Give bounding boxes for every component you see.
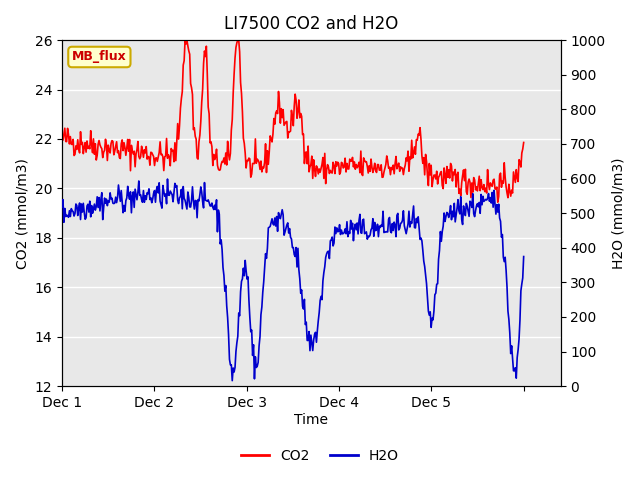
X-axis label: Time: Time <box>294 413 328 427</box>
Y-axis label: CO2 (mmol/m3): CO2 (mmol/m3) <box>15 157 29 268</box>
Title: LI7500 CO2 and H2O: LI7500 CO2 and H2O <box>224 15 399 33</box>
Legend: CO2, H2O: CO2, H2O <box>236 443 404 468</box>
Y-axis label: H2O (mmol/m3): H2O (mmol/m3) <box>611 157 625 269</box>
Text: MB_flux: MB_flux <box>72 50 127 63</box>
